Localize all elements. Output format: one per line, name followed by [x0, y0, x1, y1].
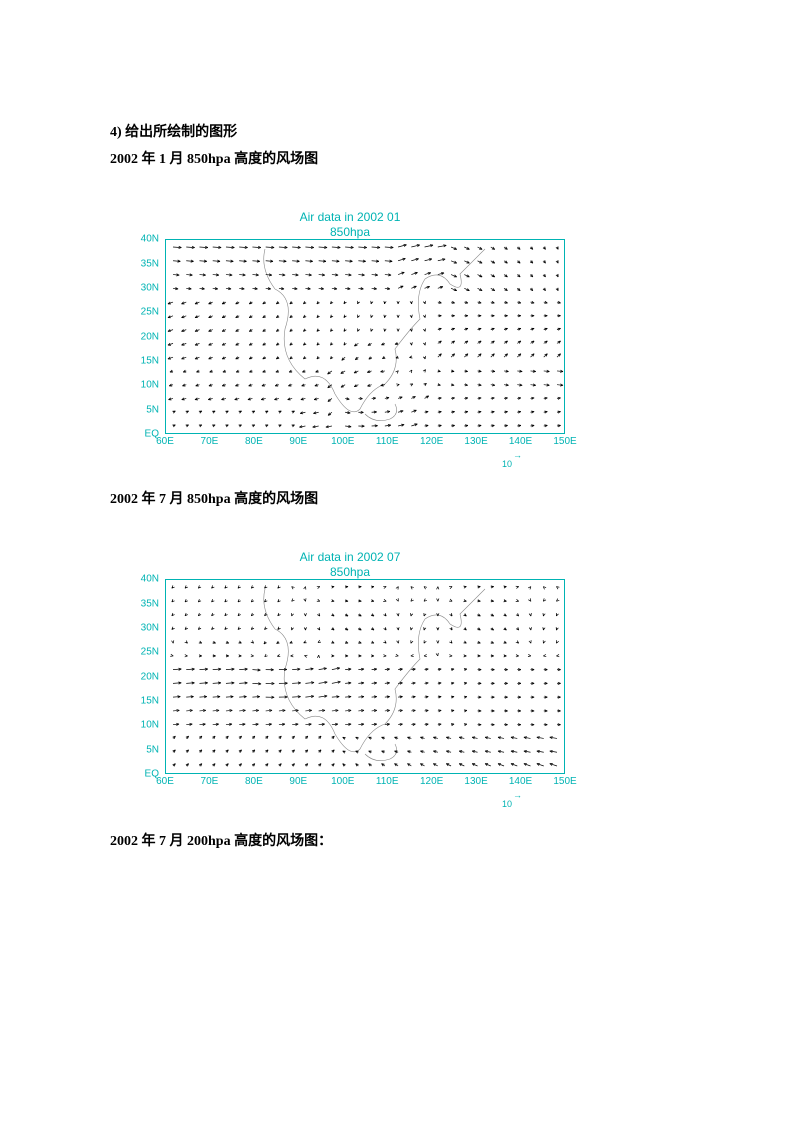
- chart-1-title: Air data in 2002 01: [130, 210, 570, 224]
- chart-2-title: Air data in 2002 07: [130, 550, 570, 564]
- chart-2-refarrow: →: [513, 790, 522, 800]
- chart-1-vectors: [165, 239, 565, 434]
- caption-1: 2002 年 1 月 850hpa 高度的风场图: [110, 147, 684, 172]
- chart-1-xlabels: 60E70E80E90E100E110E120E130E140E150E: [165, 436, 565, 448]
- chart-2-subtitle: 850hpa: [130, 565, 570, 579]
- chart-2: Air data in 2002 07 850hpa 40N35N30N25N2…: [130, 550, 684, 789]
- chart-2-ylabels: 40N35N30N25N20N15N10N5NEQ: [130, 579, 162, 774]
- caption-3: 2002 年 7 月 200hpa 高度的风场图：: [110, 829, 684, 854]
- chart-2-xlabels: 60E70E80E90E100E110E120E130E140E150E: [165, 776, 565, 788]
- section-heading: 4) 给出所绘制的图形: [110, 120, 684, 145]
- chart-1-subtitle: 850hpa: [130, 225, 570, 239]
- chart-1: Air data in 2002 01 850hpa 40N35N30N25N2…: [130, 210, 684, 449]
- page-content: 4) 给出所绘制的图形 2002 年 1 月 850hpa 高度的风场图 Air…: [0, 0, 794, 854]
- chart-1-box: 40N35N30N25N20N15N10N5NEQ 60E70E80E90E10…: [130, 239, 570, 449]
- chart-1-refarrow: →: [513, 450, 522, 460]
- caption-2: 2002 年 7 月 850hpa 高度的风场图: [110, 487, 684, 512]
- chart-2-vectors: [165, 579, 565, 774]
- chart-1-refnum: 10: [502, 459, 512, 469]
- chart-1-ylabels: 40N35N30N25N20N15N10N5NEQ: [130, 239, 162, 434]
- chart-2-refnum: 10: [502, 799, 512, 809]
- chart-2-box: 40N35N30N25N20N15N10N5NEQ 60E70E80E90E10…: [130, 579, 570, 789]
